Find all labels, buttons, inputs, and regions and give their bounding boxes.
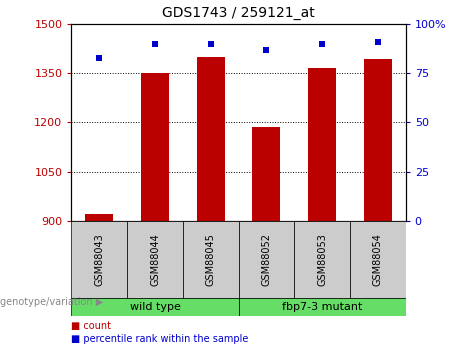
Bar: [308, 68, 336, 221]
Text: wild type: wild type: [130, 302, 180, 312]
Text: ■ percentile rank within the sample: ■ percentile rank within the sample: [71, 334, 249, 344]
Bar: [71, 298, 239, 316]
Bar: [364, 59, 392, 221]
Bar: [71, 221, 127, 298]
Bar: [183, 221, 238, 298]
Text: GSM88054: GSM88054: [373, 233, 383, 286]
Text: ■ count: ■ count: [71, 321, 112, 331]
Title: GDS1743 / 259121_at: GDS1743 / 259121_at: [162, 6, 315, 20]
Text: genotype/variation ▶: genotype/variation ▶: [0, 297, 103, 307]
Bar: [238, 298, 406, 316]
Bar: [350, 221, 406, 298]
Text: fbp7-3 mutant: fbp7-3 mutant: [282, 302, 362, 312]
Point: [207, 41, 214, 47]
Bar: [127, 221, 183, 298]
Text: GSM88043: GSM88043: [95, 233, 104, 286]
Point: [374, 39, 382, 45]
Bar: [197, 57, 225, 221]
Bar: [85, 214, 113, 221]
Bar: [294, 221, 350, 298]
Point: [319, 41, 326, 47]
Text: GSM88053: GSM88053: [317, 233, 327, 286]
Text: GSM88045: GSM88045: [206, 233, 216, 286]
Bar: [253, 127, 280, 221]
Point: [95, 55, 103, 60]
Point: [151, 41, 159, 47]
Point: [263, 47, 270, 52]
Bar: [141, 73, 169, 221]
Text: GSM88052: GSM88052: [261, 233, 272, 286]
Bar: [238, 221, 294, 298]
Text: GSM88044: GSM88044: [150, 233, 160, 286]
